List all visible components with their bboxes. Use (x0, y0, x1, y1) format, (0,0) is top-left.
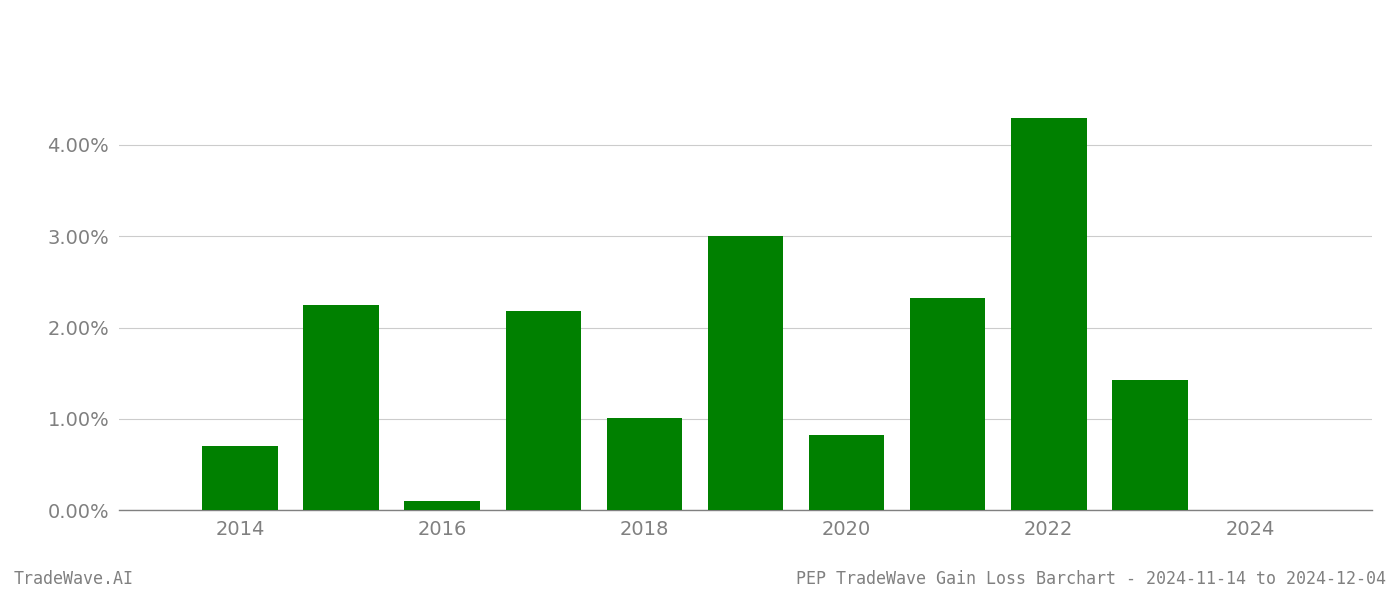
Bar (910, 298, 986, 510)
Bar (1011, 118, 1086, 510)
Text: TradeWave.AI: TradeWave.AI (14, 570, 134, 588)
Bar (203, 446, 279, 510)
Bar (304, 305, 379, 510)
Bar (809, 435, 885, 510)
Bar (606, 418, 682, 510)
Bar (1112, 380, 1187, 510)
Text: PEP TradeWave Gain Loss Barchart - 2024-11-14 to 2024-12-04: PEP TradeWave Gain Loss Barchart - 2024-… (797, 570, 1386, 588)
Bar (505, 311, 581, 510)
Bar (405, 501, 480, 510)
Bar (707, 236, 784, 510)
